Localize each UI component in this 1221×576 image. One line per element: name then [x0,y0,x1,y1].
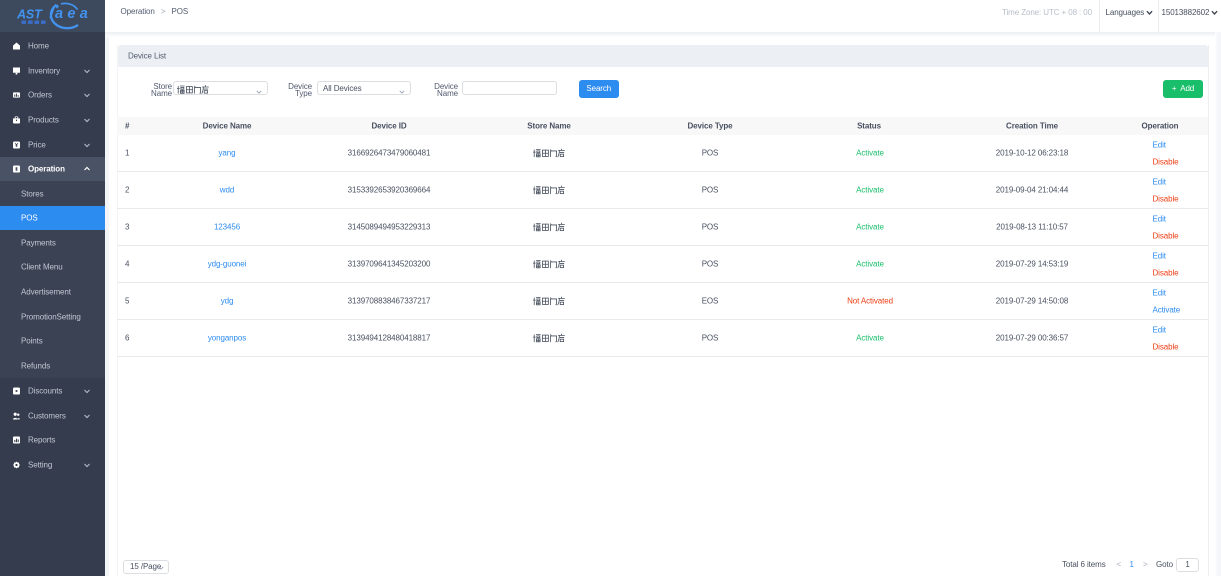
svg-text:AST: AST [16,8,43,22]
svg-text:aea: aea [55,6,92,22]
